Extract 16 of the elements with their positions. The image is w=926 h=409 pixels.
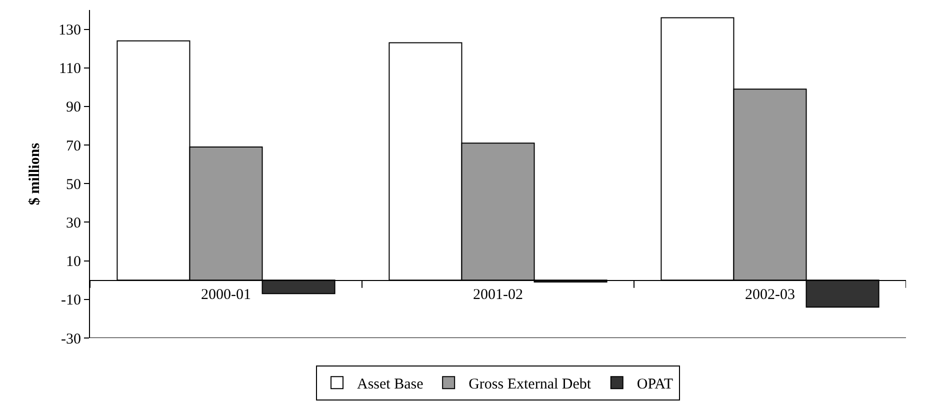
y-tick-label: -10 bbox=[61, 292, 81, 309]
legend-label: OPAT bbox=[636, 376, 674, 392]
y-tick-label: 50 bbox=[66, 176, 81, 193]
x-tick-label: 2001-02 bbox=[473, 287, 523, 304]
x-tick-label: 2002-03 bbox=[745, 287, 795, 304]
y-tick-label: 10 bbox=[66, 254, 81, 270]
y-tick-label: -30 bbox=[61, 331, 81, 348]
y-tick-label: 130 bbox=[58, 22, 81, 39]
legend-label: Asset Base bbox=[357, 376, 424, 392]
x-tick-label: 2000-01 bbox=[201, 287, 251, 304]
y-tick-label: 110 bbox=[59, 61, 81, 78]
y-tick-label: 90 bbox=[66, 100, 81, 116]
y-axis-title: $ millions bbox=[26, 142, 43, 206]
y-tick-label: 30 bbox=[66, 215, 81, 232]
y-tick-label: 70 bbox=[66, 138, 81, 154]
legend-label: Gross External Debt bbox=[468, 376, 592, 392]
